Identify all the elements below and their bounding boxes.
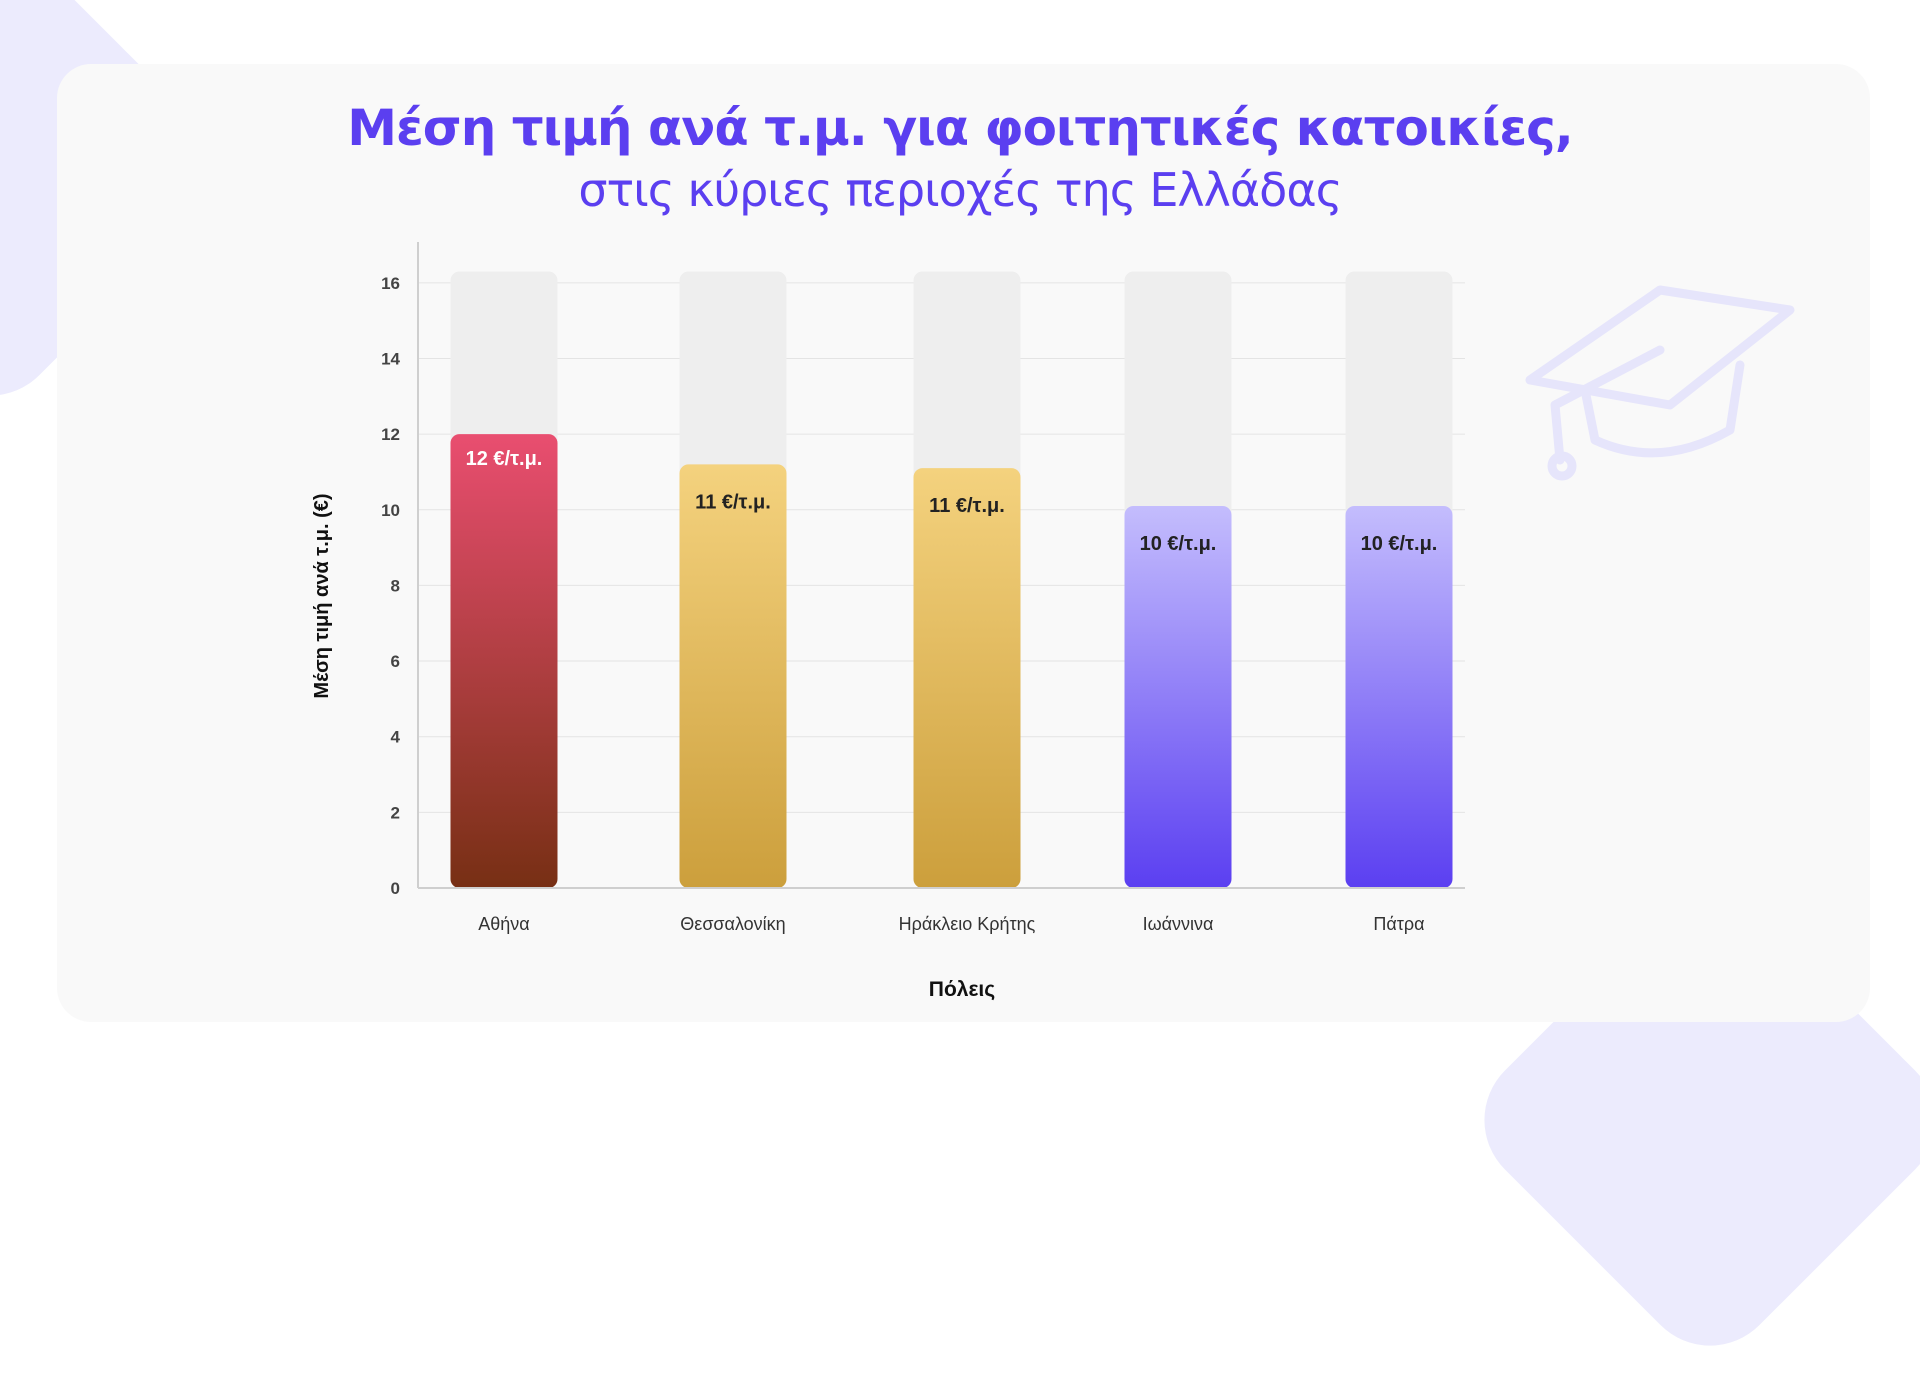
y-tick-label: 6: [391, 652, 400, 671]
y-tick-label: 2: [391, 803, 400, 822]
bar: [1124, 505, 1232, 888]
chart-title: Μέση τιμή ανά τ.μ. για φοιτητικές κατοικ…: [347, 99, 1574, 157]
bar: [450, 434, 558, 888]
x-tick-label: Θεσσαλονίκη: [680, 914, 785, 934]
bar: [913, 468, 1021, 888]
x-tick-label: Ηράκλειο Κρήτης: [899, 914, 1036, 934]
data-label: 11 €/τ.μ.: [695, 491, 771, 513]
x-tick-label: Πάτρα: [1373, 914, 1424, 934]
bars: 12 €/τ.μ. 11 €/τ.μ. 11 €/τ.μ. 10 €/τ.μ. 10 €…: [450, 271, 1453, 889]
data-label: 12 €/τ.μ.: [466, 448, 543, 470]
bar: [1345, 505, 1453, 888]
x-tick-label: Αθήνα: [478, 914, 529, 934]
y-tick-label: 14: [381, 349, 400, 368]
chart-subtitle: στις κύριες περιοχές της Ελλάδας: [578, 163, 1342, 217]
y-tick-label: 4: [391, 728, 401, 747]
x-axis-label: Πόλεις: [929, 978, 995, 1001]
y-tick-label: 16: [381, 274, 400, 293]
y-axis-label: Μέση τιμή ανά τ.μ. (€): [311, 493, 333, 698]
bar: [679, 464, 787, 888]
bar-chart: 12 €/τ.μ. 11 €/τ.μ. 11 €/τ.μ. 10 €/τ.μ. 10 €…: [311, 242, 1465, 1001]
data-label: 11 €/τ.μ.: [929, 495, 1005, 517]
y-tick-label: 8: [391, 576, 400, 595]
axes: 0 2 4 6 8 10 12 14 16 Αθήνα Θεσσαλονίκη Ηράκλειο Κρ…: [381, 242, 1465, 934]
y-tick-label: 0: [391, 879, 400, 898]
x-tick-label: Ιωάννινα: [1143, 914, 1214, 934]
y-tick-label: 10: [381, 501, 400, 520]
chart-title-block: Μέση τιμή ανά τ.μ. για φοιτητικές κατοικ…: [0, 96, 1920, 220]
graduation-cap-icon: [1525, 285, 1795, 481]
data-label: 10 €/τ.μ.: [1361, 533, 1438, 555]
y-tick-label: 12: [381, 425, 400, 444]
data-label: 10 €/τ.μ.: [1140, 533, 1217, 555]
